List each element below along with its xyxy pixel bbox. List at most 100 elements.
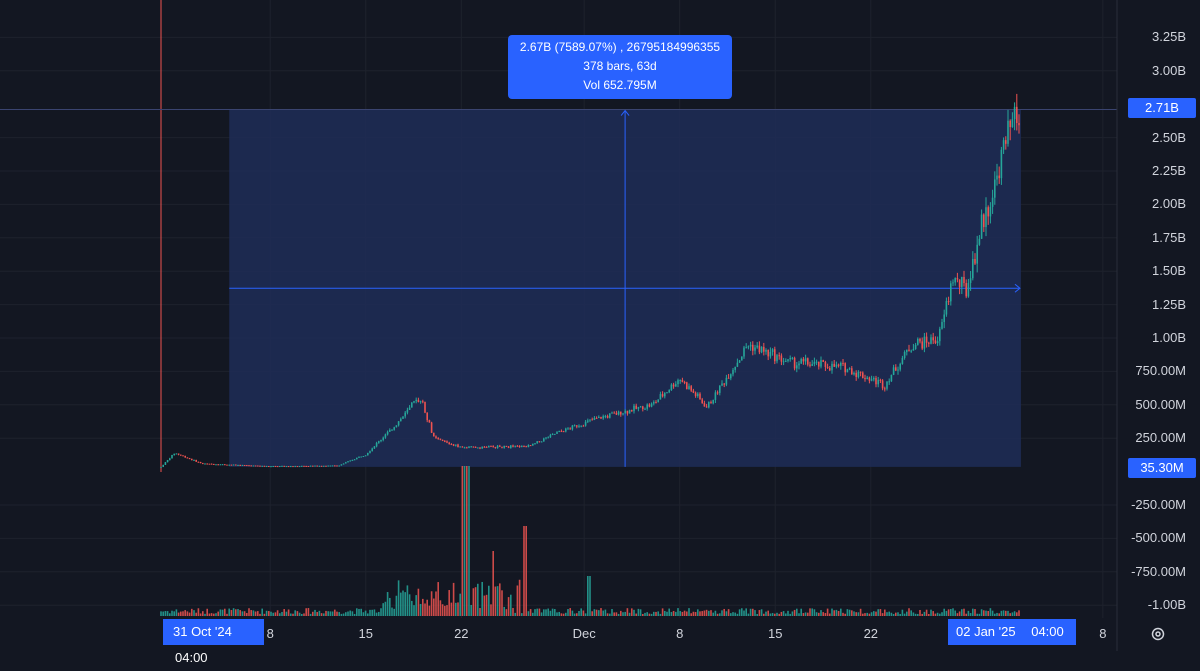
candle-body <box>950 283 952 302</box>
candle-body <box>294 466 296 468</box>
volume-bar <box>459 593 461 616</box>
volume-bar <box>340 613 343 616</box>
candle-body <box>606 416 609 418</box>
volume-bar <box>593 609 596 616</box>
candle-body <box>604 416 607 418</box>
candle-body <box>452 444 455 446</box>
candle-body <box>617 411 620 415</box>
volume-bar <box>437 582 439 616</box>
candle-body <box>615 412 618 415</box>
volume-bar <box>195 612 197 616</box>
volume-bar <box>477 583 479 616</box>
candle-body <box>947 301 950 303</box>
candle-body <box>169 458 171 460</box>
volume-bar <box>349 610 351 616</box>
volume-bar <box>510 594 512 616</box>
candle-body <box>268 466 270 468</box>
candle-body <box>945 301 948 315</box>
candles <box>160 93 1020 468</box>
time-badge-end: 02 Jan '25 04:00 <box>948 619 1076 645</box>
volume-bar <box>367 613 369 616</box>
volume-bar <box>710 610 712 616</box>
candle-body <box>402 416 404 419</box>
candle-body <box>239 464 241 466</box>
candle-body <box>829 367 831 371</box>
candle-body <box>989 206 992 217</box>
volume-bar <box>950 609 952 616</box>
volume-bar <box>978 613 981 616</box>
volume-bar <box>576 613 578 616</box>
volume-bar <box>657 611 659 616</box>
candle-body <box>664 393 666 397</box>
candle-body <box>499 445 501 447</box>
candle-body <box>254 465 257 467</box>
volume-bar <box>217 611 219 616</box>
candle-body <box>774 349 776 362</box>
candle-body <box>186 457 189 459</box>
candle-body <box>210 463 213 465</box>
volume-bar <box>752 608 754 616</box>
candle-body <box>512 445 514 447</box>
candle-body <box>822 360 824 362</box>
candle-body <box>802 358 805 362</box>
candle-body <box>485 446 488 448</box>
candle-body <box>648 404 651 407</box>
candle-body <box>437 437 439 439</box>
volume-bar <box>873 611 875 616</box>
candle-body <box>899 363 901 370</box>
candle-body <box>424 401 426 413</box>
candle-body <box>985 207 987 228</box>
volume-bar <box>587 576 589 616</box>
volume-bar <box>633 609 635 616</box>
time-tick-label: 22 <box>454 626 469 641</box>
volume-bar <box>600 608 602 616</box>
volume-bar <box>298 612 301 616</box>
candle-body <box>780 355 783 362</box>
candle-body <box>296 466 299 468</box>
candle-body <box>725 377 728 385</box>
candle-body <box>650 403 653 407</box>
candle-body <box>587 420 589 422</box>
candle-body <box>562 431 565 433</box>
volume-bar <box>270 611 272 616</box>
candle-body <box>611 412 613 414</box>
volume-bar <box>598 610 600 616</box>
volume-bar <box>221 609 224 616</box>
candle-body <box>912 348 915 351</box>
volume-bar <box>741 608 743 616</box>
volume-bar <box>626 608 629 616</box>
volume-bar <box>452 582 455 616</box>
candle-body <box>468 446 470 448</box>
candle-body <box>307 465 310 467</box>
candle-body <box>824 361 827 367</box>
volume-bar <box>723 608 725 616</box>
volume-bar <box>712 612 714 616</box>
candle-body <box>389 429 391 432</box>
gear-icon[interactable] <box>1150 626 1166 642</box>
volume-bar <box>1007 610 1009 616</box>
volume-bar <box>428 605 431 616</box>
price-chart[interactable] <box>0 0 1200 651</box>
candle-body <box>879 379 882 381</box>
time-badge-end-date: 02 Jan '25 <box>956 624 1016 639</box>
volume-bar <box>870 612 873 616</box>
candle-body <box>892 367 895 375</box>
candle-body <box>956 278 959 280</box>
price-tick-label: 2.25B <box>1152 163 1186 178</box>
candle-body <box>969 278 972 284</box>
candle-body <box>752 344 754 351</box>
volume-bar <box>967 610 970 616</box>
volume-bar <box>672 610 675 616</box>
candle-body <box>279 466 281 468</box>
volume-bar <box>974 609 976 616</box>
volume-bar <box>613 612 615 616</box>
candle-body <box>793 357 796 369</box>
volume-bar <box>941 612 943 616</box>
volume-bar <box>835 609 838 616</box>
candle-body <box>908 349 910 351</box>
candle-body <box>481 446 483 449</box>
volume-bar <box>774 613 776 616</box>
candle-body <box>723 383 725 385</box>
volume-bar <box>998 613 1000 616</box>
candle-body <box>166 459 169 463</box>
